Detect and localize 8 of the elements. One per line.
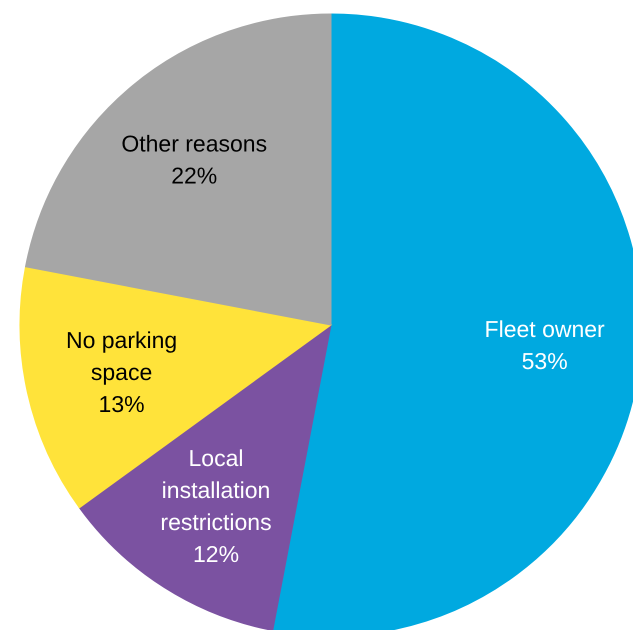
data-label: 53% bbox=[522, 348, 568, 374]
data-label: 22% bbox=[171, 162, 218, 189]
slice-label: No parking space bbox=[66, 326, 178, 385]
slice-label: Local installation restrictions bbox=[160, 445, 272, 536]
slice-label: Other reasons bbox=[121, 130, 268, 157]
data-label: 12% bbox=[192, 541, 240, 568]
slice-label: Fleet owner bbox=[484, 316, 606, 342]
data-label: 13% bbox=[98, 390, 145, 417]
